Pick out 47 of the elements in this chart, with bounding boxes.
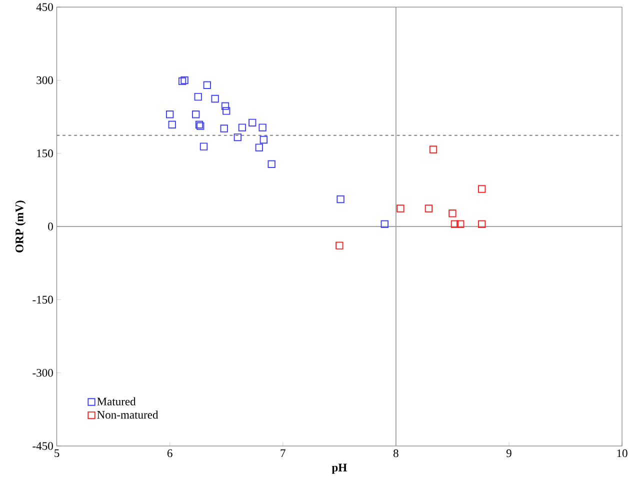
legend-label: Non-matured (97, 410, 158, 419)
point (396, 204, 404, 212)
point (220, 124, 228, 132)
point (168, 120, 176, 128)
point (424, 204, 433, 212)
point (203, 81, 211, 89)
x-tick-label: 7 (280, 449, 286, 457)
point (255, 144, 263, 152)
y-tick-label: 300 (36, 76, 53, 84)
y-tick-label: 0 (48, 222, 53, 230)
point (166, 110, 174, 118)
point (222, 107, 230, 115)
point (194, 92, 202, 101)
point (258, 124, 266, 132)
x-tick-label: 10 (617, 449, 628, 458)
point (180, 76, 188, 84)
point (192, 110, 200, 118)
y-tick-label: -300 (32, 368, 53, 377)
point (478, 220, 486, 228)
x-tick-label: 5 (54, 449, 60, 458)
point (211, 94, 219, 103)
x-tick-label: 8 (393, 449, 398, 458)
point (248, 118, 256, 127)
y-tick-label: 450 (36, 3, 53, 11)
point (234, 133, 242, 142)
x-tick-label: 6 (167, 449, 172, 458)
point (478, 185, 486, 193)
point (380, 220, 388, 228)
point (456, 220, 464, 228)
x-axis-title: pH (332, 464, 347, 474)
y-tick-label: -150 (32, 296, 53, 304)
x-tick-label: 9 (506, 449, 512, 458)
y-tick-label: 150 (37, 150, 53, 158)
point (200, 142, 208, 150)
point (336, 242, 344, 250)
legend-label: Matured (97, 397, 136, 406)
point (336, 195, 344, 204)
point (268, 160, 276, 168)
point (221, 102, 230, 110)
y-tick-label: -450 (32, 442, 53, 450)
point (178, 77, 186, 86)
y-axis-title: ORP (mV) (15, 200, 26, 252)
point (429, 146, 438, 154)
point (260, 136, 268, 144)
point (448, 210, 456, 218)
point (238, 124, 246, 132)
point (450, 220, 459, 228)
